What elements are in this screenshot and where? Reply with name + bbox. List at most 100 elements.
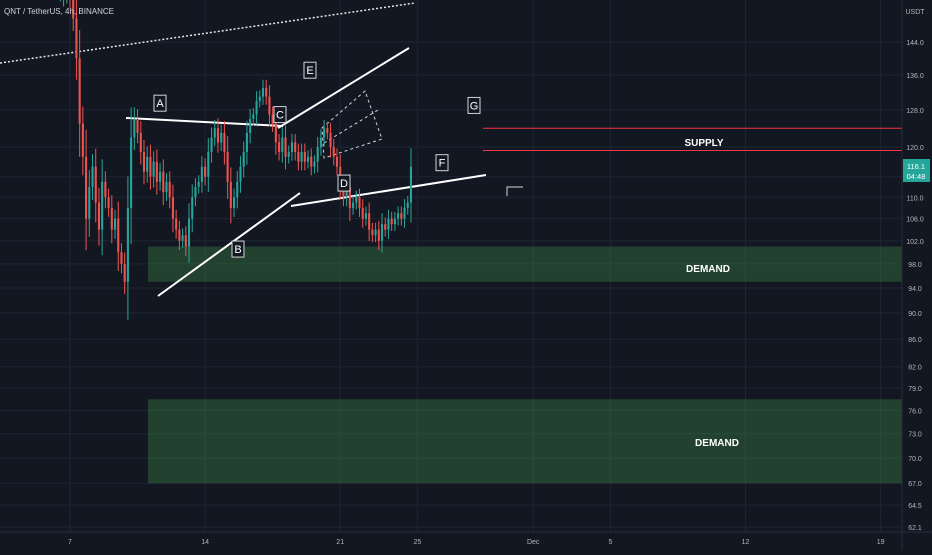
x-tick-label: 21 <box>336 539 344 546</box>
y-tick-label: 136.0 <box>906 73 924 80</box>
candle-body <box>191 197 194 219</box>
x-tick-label: Dec <box>527 539 540 546</box>
y-tick-label: 110.0 <box>907 195 924 202</box>
candle-body <box>271 114 274 124</box>
candle-body <box>249 119 252 133</box>
candle-body <box>239 166 242 182</box>
symbol-title: QNT / TetherUS, 4h, BINANCE <box>4 7 114 16</box>
candle-body <box>213 128 216 138</box>
flag-channel <box>321 90 383 159</box>
candle-body <box>406 202 409 208</box>
candle-body <box>130 137 133 208</box>
candle-body <box>91 166 94 187</box>
candle-body <box>113 218 117 230</box>
candle-body <box>287 151 290 157</box>
candle-body <box>204 166 207 177</box>
candle-body <box>377 229 380 241</box>
y-tick-label: 98.0 <box>908 262 922 269</box>
candle-body <box>139 132 142 152</box>
candle-body <box>284 137 287 157</box>
candle-body <box>348 186 351 208</box>
candle-body <box>342 186 345 198</box>
candle-body <box>409 166 413 203</box>
candle-body <box>297 151 300 162</box>
candle-body <box>323 128 326 138</box>
pattern-point-label: B <box>234 244 241 256</box>
x-tick-label: 12 <box>742 539 750 546</box>
candle-body <box>390 218 393 225</box>
candle-body <box>345 186 348 198</box>
candle-body <box>120 252 123 264</box>
candle-body <box>75 18 78 59</box>
pattern-point-box <box>435 154 449 172</box>
x-tick-label: 14 <box>201 539 209 546</box>
candle-body <box>149 156 152 177</box>
pattern-point-label: E <box>306 65 313 77</box>
candle-body <box>294 142 297 152</box>
candle-body <box>306 156 310 162</box>
pattern-point-label: A <box>156 98 164 110</box>
channel-midline <box>323 109 379 144</box>
candle-body <box>236 181 239 198</box>
x-tick-label: 7 <box>68 539 72 546</box>
candle-body <box>355 197 358 203</box>
y-tick-label: 62.1 <box>908 525 922 532</box>
candle-body <box>178 229 181 241</box>
candle-body <box>393 218 396 225</box>
candle-body <box>200 166 203 182</box>
pattern-point-box <box>467 96 481 114</box>
candle-body <box>226 151 229 182</box>
candle-body <box>281 137 284 152</box>
candle-body <box>368 213 371 230</box>
y-tick-label: 90.0 <box>908 311 922 318</box>
price-badge-price: 116.1 <box>907 162 925 171</box>
candle-body <box>184 235 187 247</box>
candle-body <box>88 186 91 219</box>
candle-body <box>261 87 265 97</box>
candle-body <box>220 132 223 143</box>
candle-body <box>255 100 258 115</box>
candle-body <box>397 213 400 219</box>
candle-body <box>197 181 200 187</box>
trendline-b-e <box>157 192 301 297</box>
pattern-point-label: G <box>470 100 479 112</box>
small-bracket <box>506 186 523 196</box>
candle-body <box>165 181 168 193</box>
pattern-point-box <box>231 240 245 258</box>
y-tick-label: 128.0 <box>906 108 924 115</box>
candle-body <box>81 123 84 157</box>
price-axis-panel <box>902 0 932 550</box>
candle-body <box>104 181 107 198</box>
candle-body <box>107 197 110 208</box>
candle-body <box>210 137 213 152</box>
trendline-c-e <box>277 47 410 129</box>
candle-body <box>162 171 165 193</box>
candle-body <box>335 156 339 167</box>
candle-body <box>94 166 97 203</box>
candle-body <box>171 197 174 219</box>
y-tick-label: 76.0 <box>908 409 922 416</box>
candle-body <box>159 171 162 182</box>
y-tick-label: 67.0 <box>908 481 922 488</box>
candle-body <box>152 161 155 177</box>
candle-body <box>168 181 171 198</box>
candle-body <box>329 132 332 148</box>
candle-body <box>326 128 329 133</box>
demand-zone <box>148 399 902 484</box>
candle-body <box>233 197 236 208</box>
y-tick-label: 64.5 <box>908 503 922 510</box>
zone-label-supply: SUPPLY <box>684 138 723 149</box>
candle-body <box>216 128 220 143</box>
candle-body <box>175 218 178 230</box>
candle-body <box>242 151 245 167</box>
candle-body <box>380 224 384 241</box>
candle-body <box>332 147 335 157</box>
candle-body <box>364 213 367 219</box>
x-tick-label: 5 <box>608 539 612 546</box>
candle-body <box>155 161 158 182</box>
candle-body <box>387 218 390 230</box>
candle-body <box>258 96 261 101</box>
pattern-point-box <box>153 94 167 112</box>
